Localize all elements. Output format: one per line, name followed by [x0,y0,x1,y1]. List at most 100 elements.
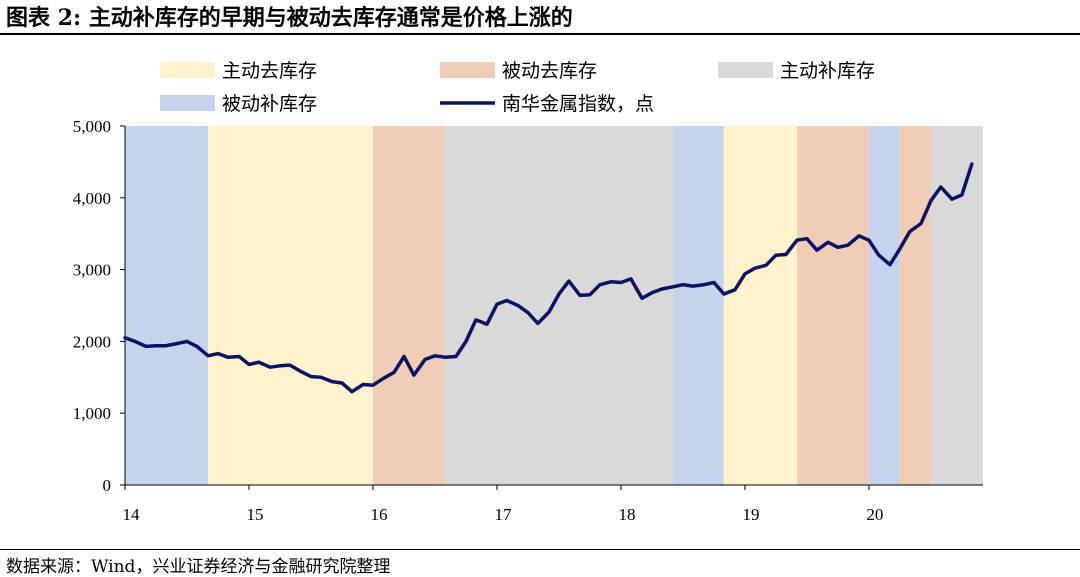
data-point [154,344,158,347]
source-rule [0,549,1080,550]
y-tick-label: 2,000 [73,332,111,351]
data-point [485,322,489,326]
data-point [464,340,468,343]
data-point [598,283,602,286]
data-point [381,377,385,380]
data-point [671,285,675,289]
data-point [867,238,871,242]
data-point [836,246,840,249]
data-point [144,345,148,348]
data-point [216,352,220,355]
data-point [691,284,695,288]
y-tick-label: 0 [103,476,112,495]
data-point [319,376,323,379]
regime-bands [125,126,983,485]
data-point [795,238,799,242]
data-point [257,361,261,364]
x-tick-label: 17 [494,505,512,524]
data-point [164,344,168,347]
series-layer [123,162,974,394]
data-point [939,185,943,189]
data-point [764,264,768,267]
data-point [557,292,561,296]
data-point [588,293,592,296]
data-point [526,311,530,314]
data-point [660,287,664,291]
data-point [681,283,685,286]
data-point [299,370,303,373]
data-point [133,340,137,343]
data-point [578,294,582,297]
y-tick-label: 1,000 [73,404,111,423]
legend-swatch [160,62,215,78]
data-point [268,366,272,369]
legend-swatch [440,62,495,78]
data-point [774,254,778,257]
data-point [877,254,881,257]
data-point [474,318,478,322]
regime-band-8 [899,126,931,485]
data-point [371,383,375,387]
data-point [950,198,954,201]
data-point [288,363,292,367]
data-point [857,234,861,238]
data-point [309,375,313,378]
data-point [712,281,716,284]
figure-title: 图表 2: 主动补库存的早期与被动去库存通常是价格上涨的 [6,5,573,31]
data-point [640,297,644,300]
x-tick-label: 14 [123,505,141,524]
data-point [516,304,520,307]
data-point [237,355,241,358]
data-point [960,193,964,197]
data-point [412,373,416,377]
regime-band-9 [930,126,983,485]
regime-band-6 [797,126,869,485]
regime-band-7 [868,126,900,485]
legend-label: 被动去库存 [502,60,597,82]
regime-band-3 [444,126,674,485]
legend-swatch [718,62,773,78]
data-point [536,322,540,325]
data-point [619,281,623,284]
data-point [888,263,892,266]
legend-label: 被动补库存 [222,93,317,115]
data-point [195,345,199,348]
data-point [278,364,282,368]
data-point [175,342,179,345]
data-point [609,280,613,284]
data-point [919,222,923,225]
title-rule [0,33,1080,35]
data-point [970,162,974,166]
data-point [650,291,654,294]
data-point [815,249,819,252]
legend-label: 主动补库存 [780,60,875,82]
x-tick-label: 20 [866,505,883,524]
data-point [123,336,127,340]
regime-band-0 [125,126,209,485]
figure-source: 数据来源：Wind，兴业证券经济与金融研究院整理 [6,557,391,577]
data-point [505,299,509,302]
data-point [433,354,437,357]
data-point [226,355,230,359]
legend-swatch [160,95,215,111]
data-point [185,340,189,343]
data-point [547,310,551,314]
data-point [784,253,788,256]
data-point [702,283,706,286]
data-point [330,380,334,383]
data-point [567,279,571,283]
data-point [392,371,396,374]
y-tick-label: 3,000 [73,261,111,280]
data-point [361,383,365,386]
data-point [402,355,406,358]
data-point [340,381,344,385]
regime-band-4 [673,126,724,485]
data-point [753,266,757,270]
data-point [929,199,933,202]
x-tick-label: 19 [742,505,759,524]
axes: 0 1,000 2,000 3,000 4,000 5,000 14 15 16 17 18 19 20 [73,117,983,524]
data-point [454,355,458,358]
data-point [247,363,251,366]
data-point [495,302,499,306]
